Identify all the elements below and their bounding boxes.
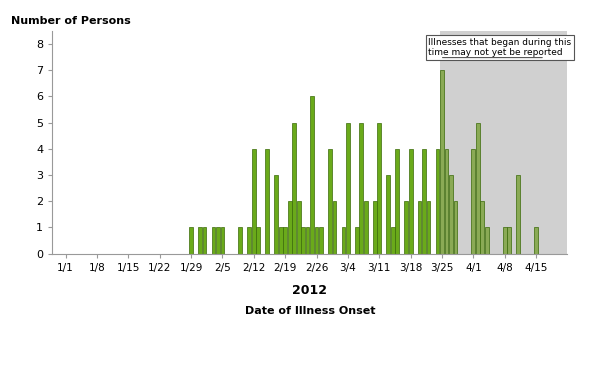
Bar [297,201,301,253]
Bar [288,201,292,253]
Bar [440,31,590,253]
Bar [341,227,346,253]
Bar [445,149,448,253]
Bar [359,123,363,253]
Bar [395,149,399,253]
Bar [310,97,314,253]
Bar [212,227,215,253]
Bar [247,227,251,253]
Bar [485,227,488,253]
Bar [265,149,269,253]
Bar [256,227,260,253]
Bar [507,227,511,253]
Bar [274,175,278,253]
Bar [319,227,323,253]
Bar [189,227,193,253]
Bar [516,175,520,253]
Bar [418,201,421,253]
Bar [279,227,283,253]
Bar [216,227,220,253]
Bar [203,227,206,253]
Bar [328,149,332,253]
Bar [332,201,337,253]
Text: Date of Illness Onset: Date of Illness Onset [245,306,375,316]
Text: 2012: 2012 [292,284,328,297]
Bar [404,201,408,253]
Bar [422,149,426,253]
Bar [472,149,475,253]
Bar [476,123,480,253]
Bar [409,149,413,253]
Bar [373,201,377,253]
Bar [346,123,350,253]
Bar [238,227,242,253]
Bar [301,227,305,253]
Bar [391,227,395,253]
Bar [481,201,484,253]
Bar [305,227,310,253]
Bar [427,201,430,253]
Bar [440,70,444,253]
Bar [454,201,457,253]
Bar [503,227,506,253]
Bar [377,123,381,253]
Bar [436,149,439,253]
Bar [449,175,453,253]
Bar [355,227,359,253]
Bar [252,149,256,253]
Bar [364,201,368,253]
Bar [314,227,319,253]
Bar [292,123,296,253]
Bar [386,175,390,253]
Bar [198,227,202,253]
Text: Number of Persons: Number of Persons [11,16,131,26]
Text: Illnesses that began during this
time may not yet be reported: Illnesses that began during this time ma… [428,38,571,57]
Bar [283,227,287,253]
Bar [534,227,538,253]
Bar [221,227,224,253]
